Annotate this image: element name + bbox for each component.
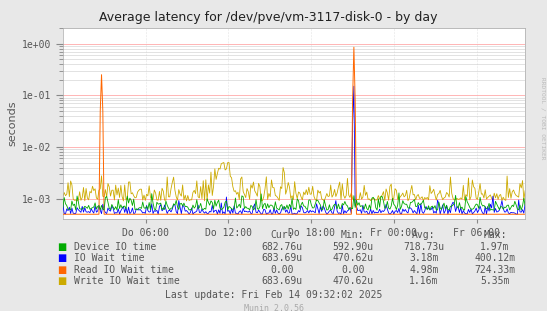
Text: 592.90u: 592.90u <box>332 242 374 252</box>
Text: 4.98m: 4.98m <box>409 265 439 275</box>
Text: 683.69u: 683.69u <box>261 253 302 263</box>
Text: 3.18m: 3.18m <box>409 253 439 263</box>
Text: ■: ■ <box>57 265 67 275</box>
Text: 0.00: 0.00 <box>270 265 293 275</box>
Text: 724.33m: 724.33m <box>474 265 516 275</box>
Text: Average latency for /dev/pve/vm-3117-disk-0 - by day: Average latency for /dev/pve/vm-3117-dis… <box>99 11 437 24</box>
Text: 1.97m: 1.97m <box>480 242 510 252</box>
Text: Avg:: Avg: <box>412 230 435 239</box>
Text: Cur:: Cur: <box>270 230 293 239</box>
Text: ■: ■ <box>57 253 67 263</box>
Text: 5.35m: 5.35m <box>480 276 510 286</box>
Text: Last update: Fri Feb 14 09:32:02 2025: Last update: Fri Feb 14 09:32:02 2025 <box>165 290 382 300</box>
Text: Write IO Wait time: Write IO Wait time <box>74 276 179 286</box>
Text: Munin 2.0.56: Munin 2.0.56 <box>243 304 304 311</box>
Text: 0.00: 0.00 <box>341 265 364 275</box>
Text: 682.76u: 682.76u <box>261 242 302 252</box>
Text: Read IO Wait time: Read IO Wait time <box>74 265 174 275</box>
Text: 470.62u: 470.62u <box>332 276 374 286</box>
Text: RRDTOOL / TOBI OETIKER: RRDTOOL / TOBI OETIKER <box>541 77 546 160</box>
Text: IO Wait time: IO Wait time <box>74 253 144 263</box>
Text: 683.69u: 683.69u <box>261 276 302 286</box>
Text: Device IO time: Device IO time <box>74 242 156 252</box>
Text: 470.62u: 470.62u <box>332 253 374 263</box>
Text: 400.12m: 400.12m <box>474 253 516 263</box>
Text: 1.16m: 1.16m <box>409 276 439 286</box>
Text: ■: ■ <box>57 242 67 252</box>
Y-axis label: seconds: seconds <box>8 101 18 146</box>
Text: 718.73u: 718.73u <box>403 242 445 252</box>
Text: Min:: Min: <box>341 230 364 239</box>
Text: ■: ■ <box>57 276 67 286</box>
Text: Max:: Max: <box>484 230 507 239</box>
